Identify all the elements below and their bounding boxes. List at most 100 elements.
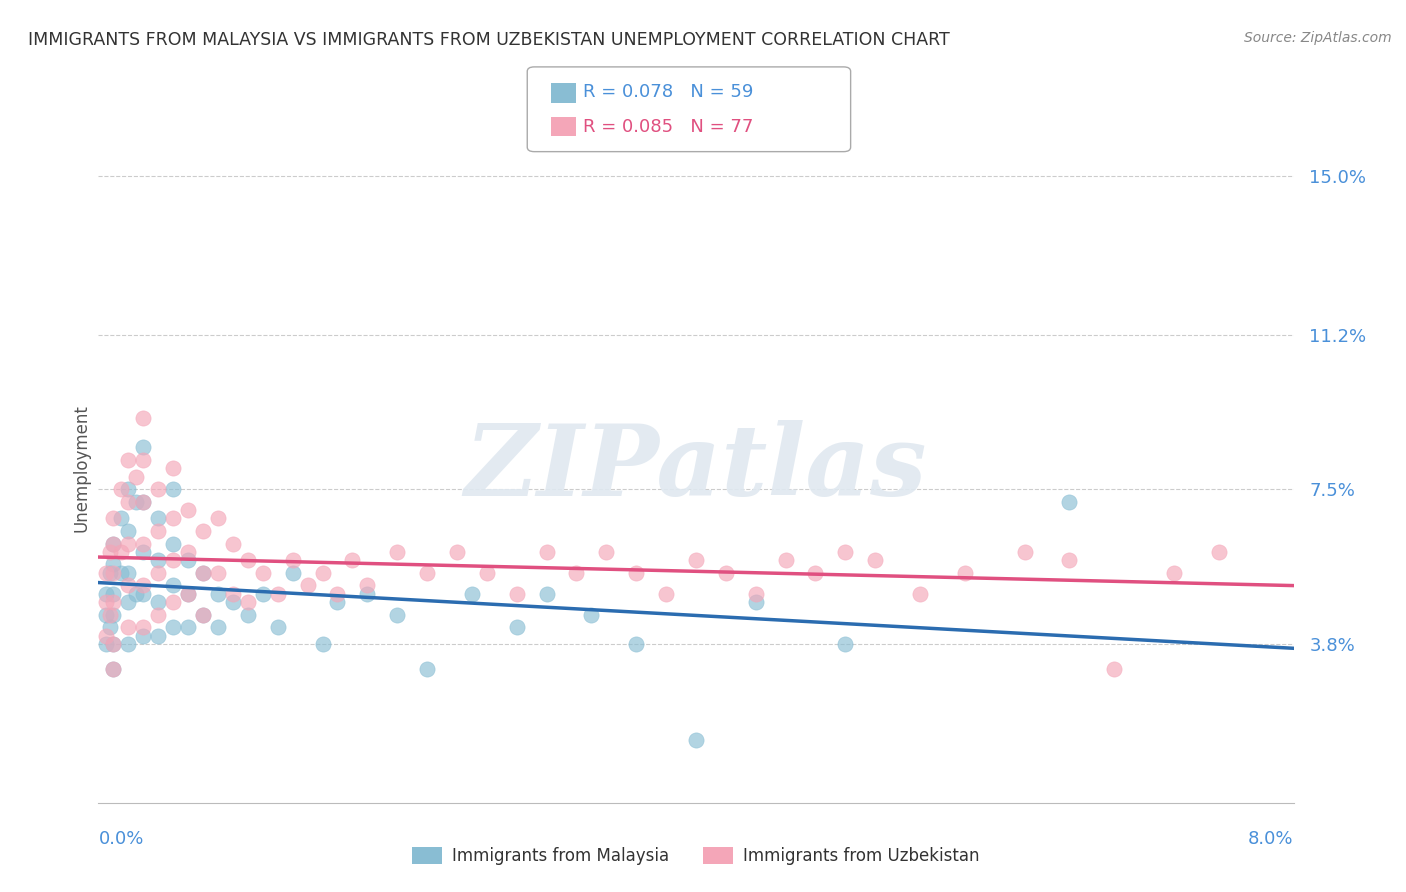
Point xyxy=(103,662,125,676)
Point xyxy=(103,511,125,525)
Point xyxy=(356,578,378,592)
Point xyxy=(191,524,214,538)
Point xyxy=(475,566,498,580)
Point xyxy=(252,587,274,601)
Point xyxy=(132,587,155,601)
Point xyxy=(103,607,125,622)
Point xyxy=(162,536,184,550)
Point xyxy=(148,511,170,525)
Point xyxy=(162,553,184,567)
Point xyxy=(207,566,229,580)
Point xyxy=(132,453,155,467)
Point xyxy=(94,587,117,601)
Point xyxy=(125,469,148,483)
Point xyxy=(1059,495,1081,509)
Point xyxy=(177,620,200,634)
Point xyxy=(148,595,170,609)
Point xyxy=(1163,566,1185,580)
Point xyxy=(745,595,768,609)
Point xyxy=(297,578,319,592)
Point xyxy=(103,662,125,676)
Point xyxy=(191,607,214,622)
Point xyxy=(595,545,617,559)
Point xyxy=(94,566,117,580)
Point xyxy=(117,620,139,634)
Point xyxy=(94,628,117,642)
Point xyxy=(162,482,184,496)
Point xyxy=(804,566,827,580)
Point xyxy=(162,578,184,592)
Point xyxy=(236,553,259,567)
Point xyxy=(94,607,117,622)
Point xyxy=(117,482,139,496)
Point xyxy=(110,511,132,525)
Point xyxy=(94,637,117,651)
Point xyxy=(834,545,856,559)
Point xyxy=(117,566,139,580)
Point xyxy=(236,607,259,622)
Point xyxy=(326,587,349,601)
Point xyxy=(745,587,768,601)
Point xyxy=(863,553,886,567)
Point xyxy=(624,566,647,580)
Point xyxy=(222,536,245,550)
Point xyxy=(132,620,155,634)
Point xyxy=(148,566,170,580)
Point xyxy=(103,587,125,601)
Point xyxy=(416,662,439,676)
Point xyxy=(565,566,588,580)
Point xyxy=(506,587,529,601)
Point xyxy=(132,578,155,592)
Point xyxy=(117,595,139,609)
Point xyxy=(385,607,409,622)
Point xyxy=(110,566,132,580)
Point xyxy=(536,545,558,559)
Point xyxy=(281,566,304,580)
Point xyxy=(162,511,184,525)
Point xyxy=(117,495,139,509)
Point xyxy=(103,558,125,572)
Point xyxy=(132,441,155,455)
Point xyxy=(267,620,290,634)
Text: 8.0%: 8.0% xyxy=(1249,830,1294,847)
Point xyxy=(117,524,139,538)
Point xyxy=(222,587,245,601)
Text: IMMIGRANTS FROM MALAYSIA VS IMMIGRANTS FROM UZBEKISTAN UNEMPLOYMENT CORRELATION : IMMIGRANTS FROM MALAYSIA VS IMMIGRANTS F… xyxy=(28,31,950,49)
Point xyxy=(148,482,170,496)
Point xyxy=(110,482,132,496)
Point xyxy=(132,495,155,509)
Point xyxy=(311,637,333,651)
Y-axis label: Unemployment: Unemployment xyxy=(72,404,90,533)
Point xyxy=(908,587,931,601)
Point xyxy=(94,595,117,609)
Point xyxy=(148,524,170,538)
Point xyxy=(177,545,200,559)
Point xyxy=(132,411,155,425)
Point xyxy=(685,553,707,567)
Point xyxy=(162,620,184,634)
Point xyxy=(132,495,155,509)
Point xyxy=(177,587,200,601)
Point xyxy=(177,503,200,517)
Point xyxy=(385,545,409,559)
Point xyxy=(98,545,122,559)
Point xyxy=(506,620,529,634)
Point xyxy=(714,566,737,580)
Point xyxy=(98,566,122,580)
Point xyxy=(581,607,603,622)
Point xyxy=(834,637,856,651)
Point xyxy=(103,637,125,651)
Text: Source: ZipAtlas.com: Source: ZipAtlas.com xyxy=(1244,31,1392,45)
Point xyxy=(252,566,274,580)
Point xyxy=(191,566,214,580)
Point xyxy=(98,607,122,622)
Point xyxy=(132,536,155,550)
Point xyxy=(342,553,364,567)
Point xyxy=(222,595,245,609)
Point xyxy=(103,637,125,651)
Point xyxy=(148,628,170,642)
Point xyxy=(1014,545,1036,559)
Point xyxy=(125,587,148,601)
Point xyxy=(103,536,125,550)
Point xyxy=(326,595,349,609)
